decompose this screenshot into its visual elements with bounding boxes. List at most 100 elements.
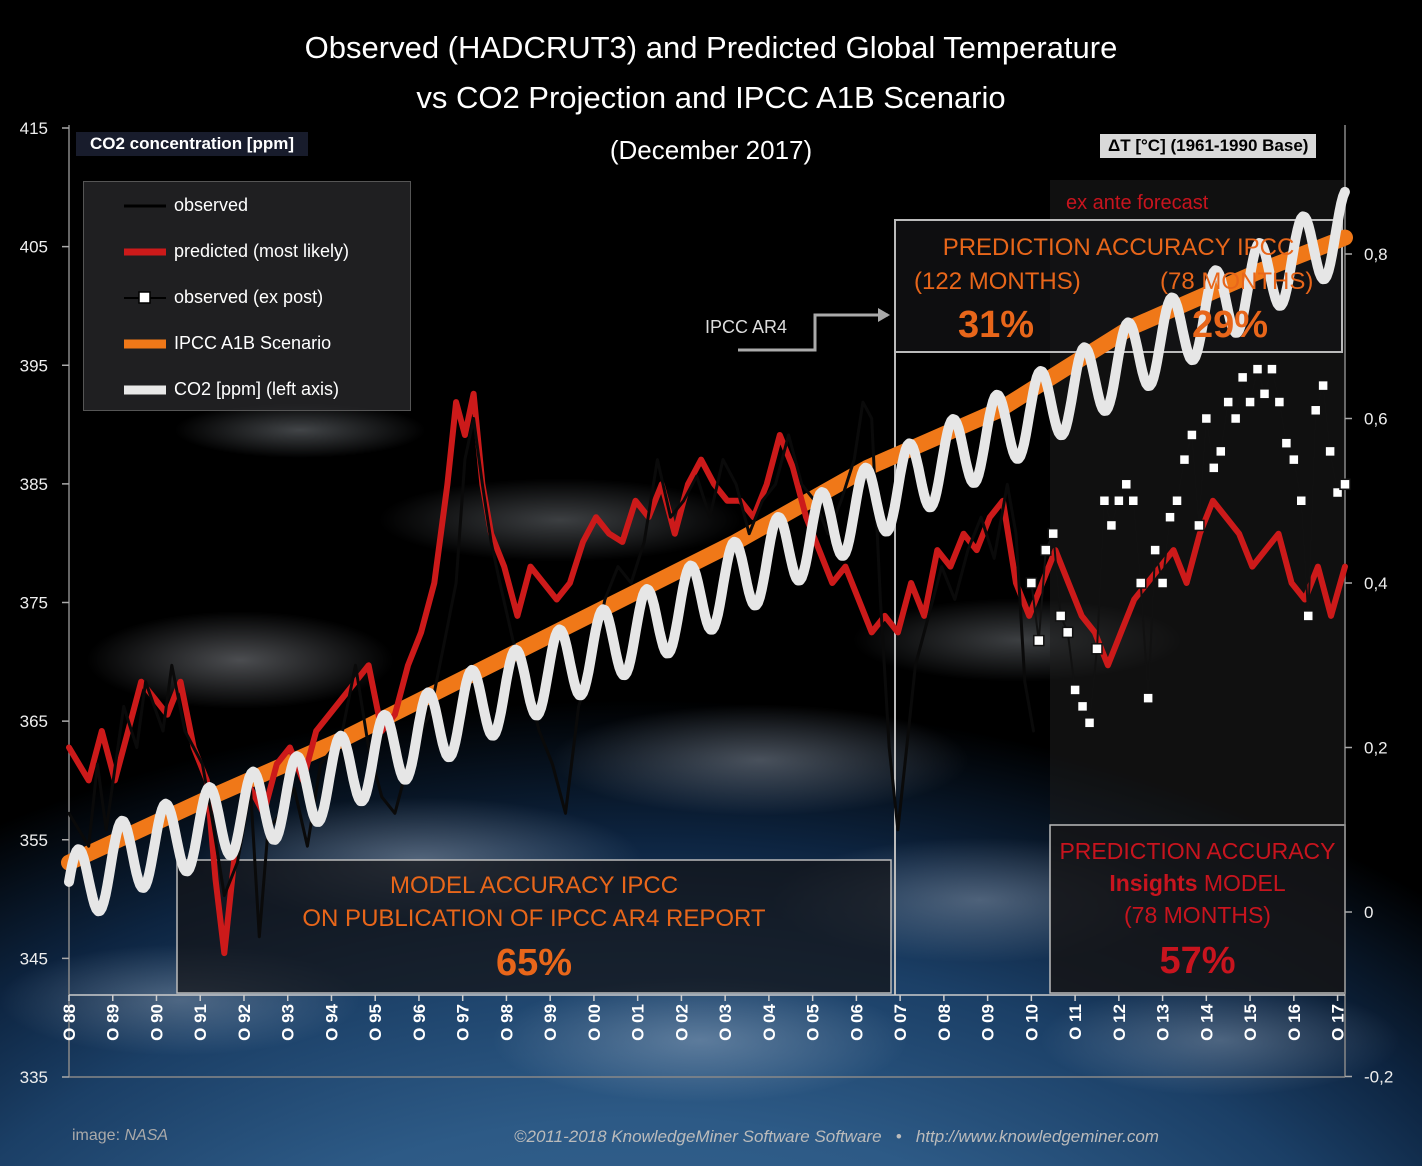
- x-axis-tick-label: O 95: [366, 1004, 385, 1041]
- observed-ex-post-marker: [1105, 519, 1118, 532]
- left-axis-tick-label: 345: [20, 949, 48, 968]
- observed-ex-post-marker: [1251, 363, 1264, 375]
- model-accuracy-value: 65%: [495, 942, 573, 984]
- x-axis-tick-label: O 09: [979, 1004, 998, 1041]
- pred-ipcc-right-label: (78 MONTHS): [1160, 268, 1314, 295]
- footer-copyright: ©2011-2018 KnowledgeMiner Software Softw…: [514, 1127, 1159, 1146]
- left-axis-tick-label: 355: [20, 831, 48, 850]
- legend: observed predicted (most likely) observe…: [83, 181, 411, 411]
- x-axis-tick-label: O 06: [847, 1004, 866, 1041]
- observed-ex-post-marker: [1149, 544, 1161, 556]
- model-accuracy-panel: [176, 859, 892, 994]
- observed-ex-post-marker: [1025, 577, 1038, 589]
- right-axis-tick-label: 0,6: [1364, 410, 1388, 429]
- legend-label-observed: observed: [174, 195, 249, 215]
- observed-ex-post-marker: [1266, 363, 1278, 375]
- x-axis-tick-label: O 01: [629, 1004, 648, 1041]
- observed-ex-post-marker: [1236, 371, 1249, 384]
- legend-label-ipcc: IPCC A1B Scenario: [174, 333, 332, 353]
- x-axis-tick-label: O 11: [1066, 1004, 1085, 1040]
- chart-title-line-2: vs CO2 Projection and IPCC A1B Scenario: [416, 80, 1006, 115]
- left-axis-title: CO2 concentration [ppm]: [76, 132, 309, 156]
- pred-ipcc-title: PREDICTION ACCURACY IPCC: [942, 234, 1295, 261]
- observed-ex-post-marker: [1200, 412, 1213, 425]
- observed-ex-post-marker: [1113, 495, 1125, 507]
- x-axis-tick-label: O 14: [1197, 1003, 1216, 1040]
- model-accuracy-line-2: ON PUBLICATION OF IPCC AR4 REPORT: [302, 905, 766, 932]
- right-axis-tick-label: 0,2: [1364, 739, 1388, 758]
- observed-ex-post-marker: [1339, 478, 1351, 491]
- right-axis-tick-label: 0,8: [1364, 245, 1388, 264]
- observed-ex-post-marker: [1091, 643, 1103, 655]
- insights-accuracy-months: (78 MONTHS): [1124, 902, 1271, 928]
- observed-ex-post-marker: [1054, 610, 1067, 622]
- observed-ex-post-marker: [1208, 462, 1220, 474]
- observed-ex-post-marker: [1164, 511, 1176, 523]
- x-axis-tick-label: O 96: [410, 1004, 429, 1041]
- x-axis-tick-label: O 17: [1329, 1004, 1348, 1041]
- right-axis-tick-label: 0: [1364, 903, 1373, 922]
- predicted-line: [66, 390, 1348, 957]
- x-axis-tick-label: O 03: [716, 1004, 735, 1041]
- insights-accuracy-line-1: PREDICTION ACCURACY: [1059, 838, 1336, 864]
- observed-ex-post-marker: [1120, 478, 1133, 491]
- left-axis-tick-label: 415: [20, 119, 48, 138]
- observed-ex-post-marker: [1229, 412, 1242, 425]
- x-axis-tick-label: O 91: [191, 1004, 210, 1041]
- observed-ex-post-marker: [1040, 544, 1052, 556]
- observed-ex-post-marker: [1244, 396, 1256, 408]
- observed-ex-post-marker: [1317, 379, 1329, 392]
- ipcc-ar4-arrowhead: [878, 308, 890, 322]
- observed-ex-post-marker: [1098, 495, 1111, 507]
- observed-ex-post-marker: [1134, 577, 1147, 589]
- x-axis-tick-label: O 07: [891, 1004, 910, 1041]
- insights-model-word: MODEL: [1197, 870, 1286, 896]
- observed-ex-post-marker: [1061, 626, 1074, 639]
- ipcc-ar4-label: IPCC AR4: [705, 317, 788, 337]
- right-axis-tick-label: 0,4: [1364, 574, 1388, 593]
- x-axis-tick-label: O 99: [541, 1004, 560, 1041]
- observed-ex-post-marker: [1186, 429, 1198, 441]
- pred-ipcc-right-value: 29%: [1192, 304, 1269, 346]
- x-axis-tick-label: O 15: [1241, 1004, 1260, 1041]
- observed-ex-post-marker: [1258, 388, 1271, 400]
- x-axis-tick-label: O 97: [454, 1004, 473, 1041]
- x-axis-tick-label: O 92: [235, 1004, 254, 1041]
- image-credit: image: NASA: [72, 1127, 168, 1145]
- left-axis-tick-label: 395: [20, 356, 48, 375]
- x-axis-tick-label: O 08: [935, 1004, 954, 1041]
- right-axis-title: ΔT [°C] (1961-1990 Base): [1100, 134, 1317, 158]
- model-accuracy-line-1: MODEL ACCURACY IPCC: [389, 872, 679, 899]
- observed-ex-post-marker: [1069, 684, 1081, 696]
- x-axis-tick-label: O 88: [60, 1004, 79, 1041]
- image-credit-prefix: image:: [72, 1127, 125, 1144]
- x-axis-tick-label: O 94: [322, 1003, 341, 1040]
- legend-label-observed-ex-post: observed (ex post): [174, 287, 324, 307]
- observed-ex-post-marker: [1083, 717, 1096, 729]
- insights-accuracy-value: 57%: [1159, 940, 1236, 982]
- x-axis-tick-label: O 89: [104, 1004, 123, 1041]
- x-axis-tick-label: O 02: [672, 1004, 691, 1041]
- observed-ex-post-marker: [1178, 453, 1191, 466]
- observed-ex-post-marker: [1193, 519, 1205, 532]
- chart-title-line-1: Observed (HADCRUT3) and Predicted Global…: [304, 30, 1118, 65]
- ex-ante-forecast-label: ex ante forecast: [1066, 192, 1209, 214]
- observed-ex-post-marker: [1295, 495, 1308, 507]
- x-axis-tick-label: O 93: [279, 1004, 298, 1041]
- observed-ex-post-marker: [1127, 495, 1140, 507]
- observed-ex-post-marker: [1309, 404, 1322, 417]
- insights-accuracy-panel: [1049, 824, 1346, 994]
- left-axis-tick-label: 365: [20, 712, 48, 731]
- x-axis-tick-label: O 16: [1285, 1004, 1304, 1041]
- x-axis-tick-label: O 04: [760, 1003, 779, 1040]
- observed-ex-post-marker: [1324, 445, 1336, 458]
- right-axis-tick-label: -0,2: [1364, 1068, 1393, 1087]
- observed-ex-post-marker: [1302, 610, 1315, 622]
- x-axis-tick-label: O 05: [804, 1004, 823, 1041]
- observed-ex-post-marker: [1076, 700, 1089, 713]
- left-axis-tick-label: 335: [20, 1068, 48, 1087]
- observed-ex-post-marker: [1273, 396, 1286, 408]
- observed-ex-post-marker: [1288, 453, 1300, 466]
